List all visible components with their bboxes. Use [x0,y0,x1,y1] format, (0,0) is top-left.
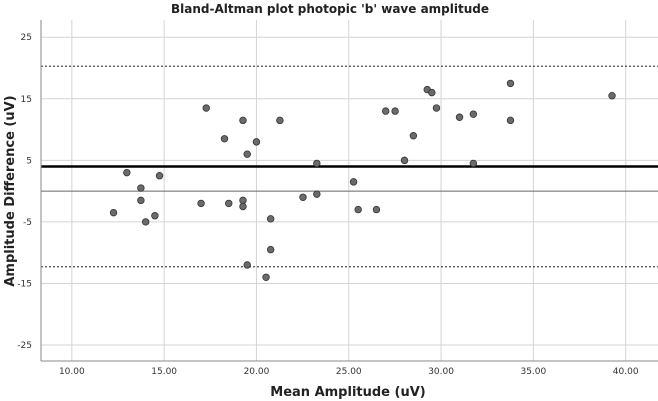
data-point [455,113,464,121]
data-point [349,178,358,186]
data-point [262,273,270,281]
x-tick-label: 30.00 [428,367,454,377]
chart-title: Bland-Altman plot photopic 'b' wave ampl… [171,2,489,16]
data-point [109,208,118,217]
data-point [469,110,478,118]
data-point [313,190,321,198]
y-axis-label: Amplitude Difference (uV) [3,95,18,286]
data-point [469,159,478,168]
x-axis-label: Mean Amplitude (uV) [270,385,425,400]
data-point [432,104,441,112]
y-tick-label: 25 [21,33,32,43]
data-point [409,132,418,140]
data-point [151,212,159,220]
y-tick-label: 5 [26,156,32,166]
data-point [313,159,321,168]
data-point [276,116,284,125]
data-point [381,107,390,115]
data-point [372,205,381,214]
data-point [137,184,145,192]
data-point [239,116,247,125]
data-point [239,202,247,211]
data-point [400,156,409,165]
data-point [252,138,261,146]
tick-labels: 10.00 15.00 20.00 25.00 30.00 35.00 40.00 25 15 5… [17,33,639,377]
data-point [266,215,275,223]
data-point [608,92,616,100]
data-point [243,150,251,158]
data-point [202,104,210,112]
data-point [428,88,436,97]
y-tick-label: -25 [17,341,32,351]
data-point [197,199,205,208]
data-point [123,168,131,177]
data-point [266,245,275,254]
y-tick-label: 15 [21,95,32,105]
data-point [220,135,229,143]
data-point [239,196,247,205]
data-point [137,196,145,205]
data-point [155,172,164,180]
data-point [391,107,399,115]
x-tick-label: 40.00 [613,367,639,377]
x-tick-label: 35.00 [520,367,546,377]
data-point [506,79,515,88]
x-tick-label: 15.00 [151,367,177,377]
data-points [109,79,616,281]
reference-lines [41,65,658,268]
data-point [299,193,307,201]
data-point [225,199,233,208]
x-tick-label: 10.00 [59,367,85,377]
data-point [506,116,515,125]
x-tick-label: 25.00 [336,367,362,377]
data-point [243,261,251,269]
x-tick-label: 20.00 [244,367,270,377]
data-point [354,205,362,214]
data-point [141,218,150,226]
y-tick-label: -5 [23,218,32,228]
y-tick-label: -15 [17,279,32,289]
grid [41,20,658,361]
